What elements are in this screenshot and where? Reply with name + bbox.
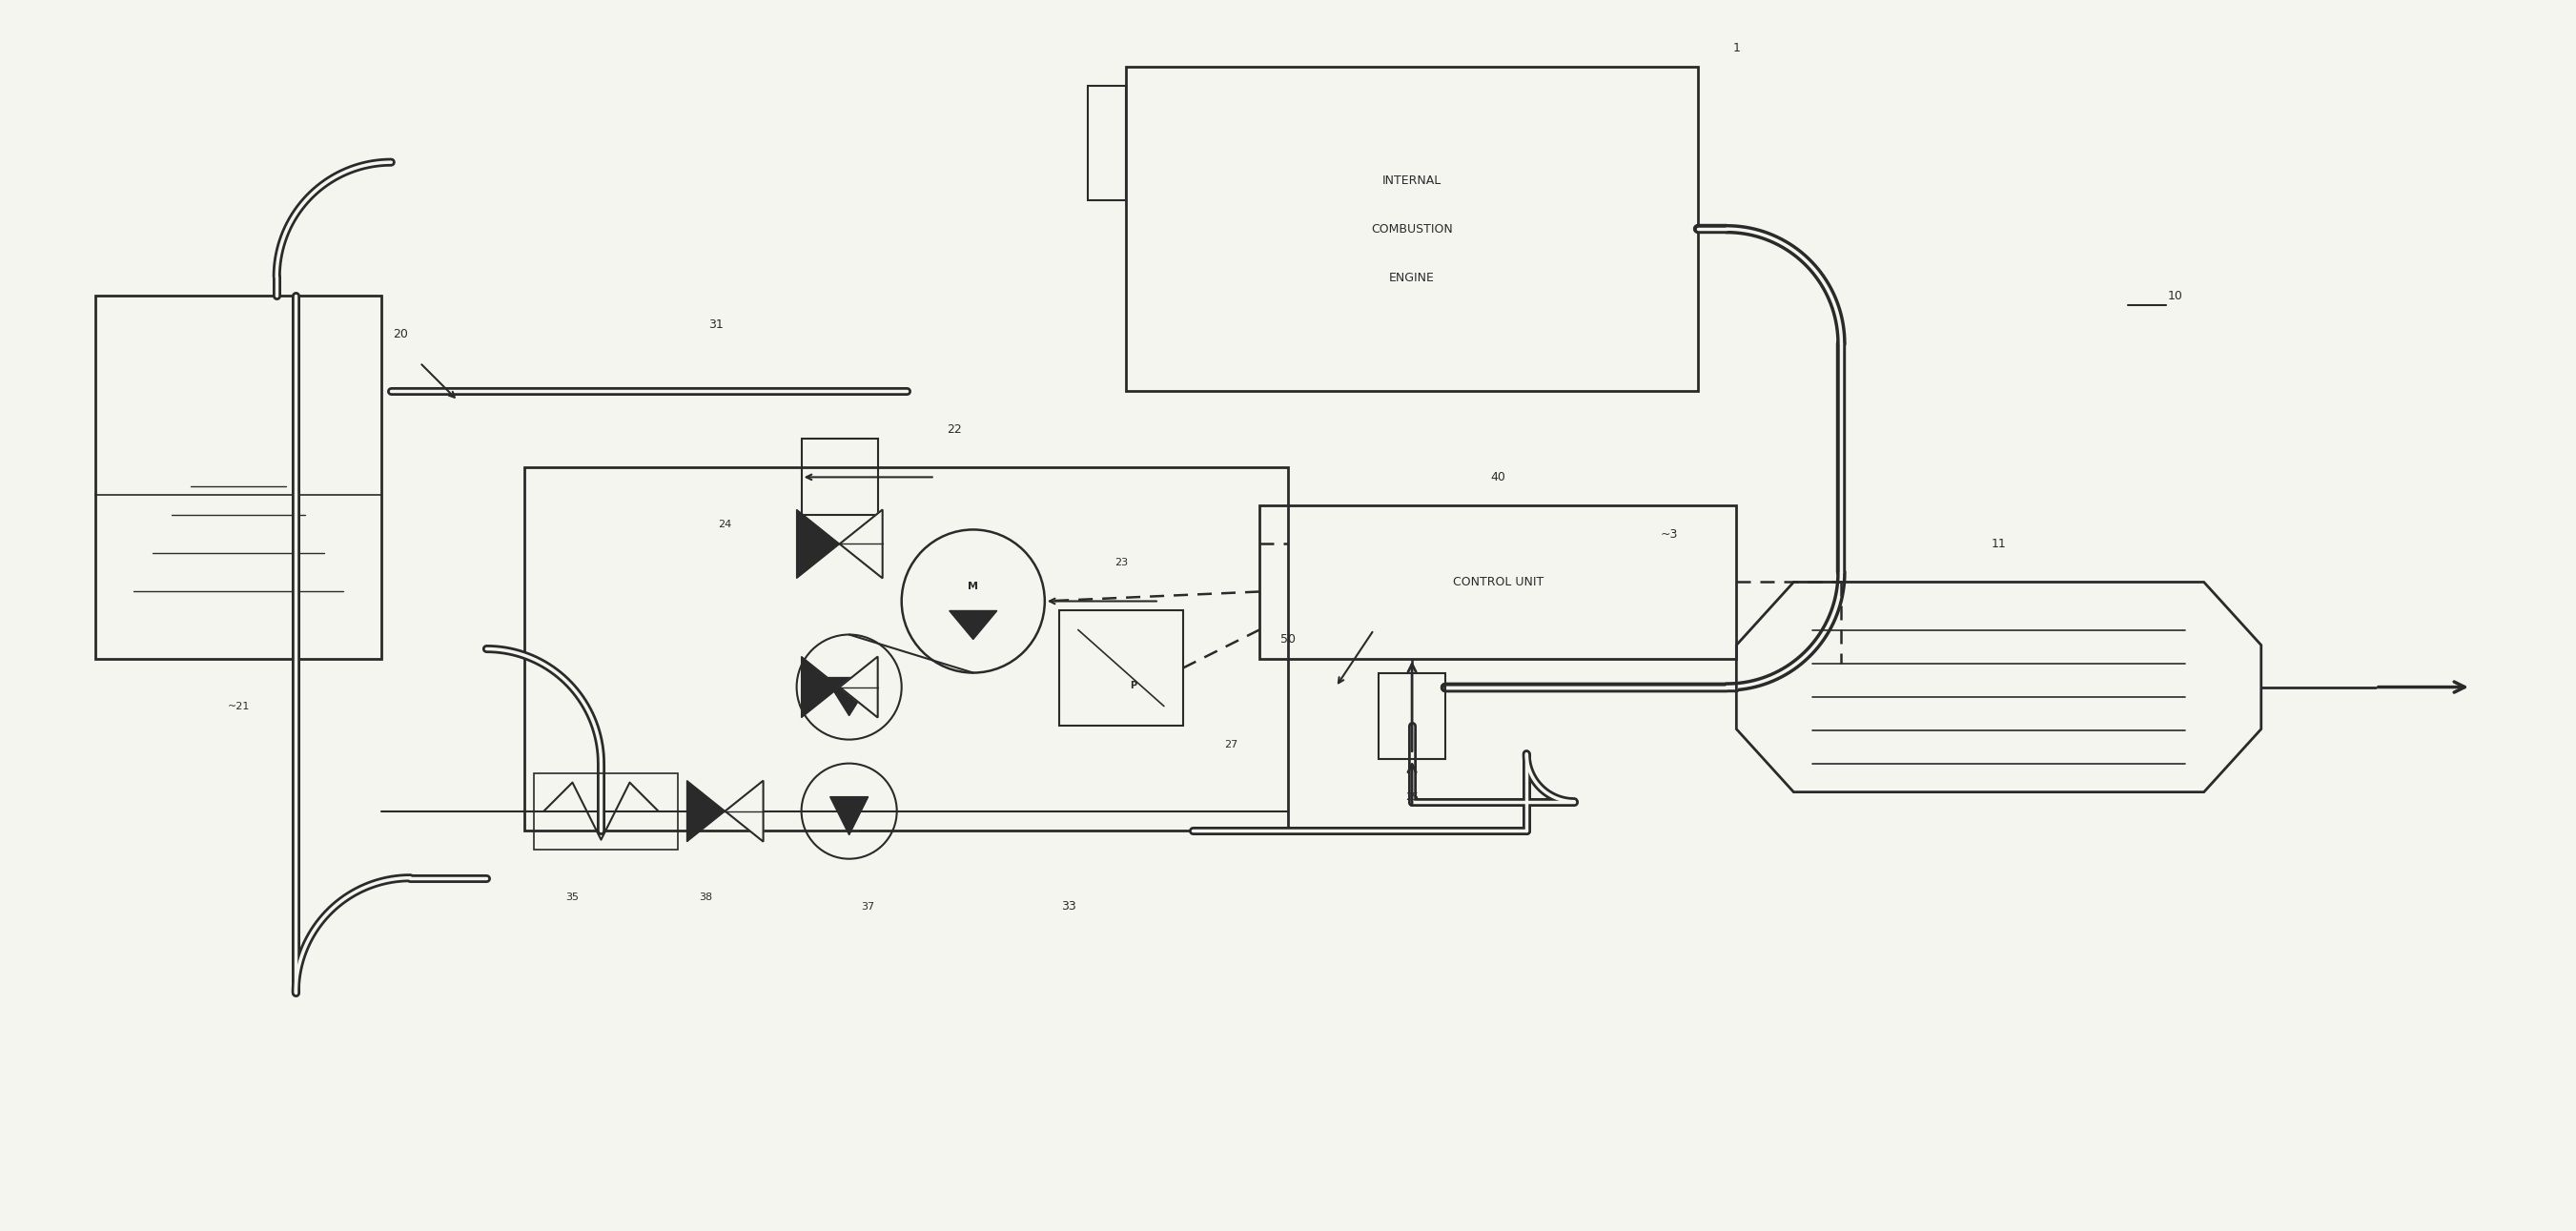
Polygon shape bbox=[951, 611, 997, 639]
Text: 10: 10 bbox=[2169, 289, 2182, 302]
Bar bbox=[95, 295, 381, 659]
Polygon shape bbox=[796, 510, 840, 579]
Text: 38: 38 bbox=[698, 892, 714, 902]
Text: 40: 40 bbox=[1492, 471, 1504, 484]
Text: ENGINE: ENGINE bbox=[1388, 272, 1435, 284]
Text: COMBUSTION: COMBUSTION bbox=[1370, 223, 1453, 235]
Text: M: M bbox=[969, 582, 979, 592]
Text: 24: 24 bbox=[719, 519, 732, 529]
Text: 35: 35 bbox=[567, 892, 580, 902]
Polygon shape bbox=[840, 656, 878, 718]
Text: ~21: ~21 bbox=[227, 702, 250, 712]
Text: 20: 20 bbox=[394, 327, 407, 340]
Bar bbox=[1087, 86, 1126, 201]
Text: 33: 33 bbox=[1061, 900, 1077, 912]
Bar bbox=[526, 468, 1288, 830]
Bar bbox=[1126, 66, 1698, 391]
Text: INTERNAL: INTERNAL bbox=[1383, 174, 1443, 187]
Bar bbox=[1059, 611, 1182, 725]
Bar bbox=[801, 439, 878, 516]
Text: 11: 11 bbox=[1991, 538, 2007, 550]
Bar bbox=[1260, 506, 1736, 659]
Polygon shape bbox=[724, 780, 762, 842]
Text: 23: 23 bbox=[1115, 558, 1128, 567]
Bar bbox=[1378, 673, 1445, 758]
Bar bbox=[533, 773, 677, 849]
Polygon shape bbox=[801, 656, 840, 718]
Text: 37: 37 bbox=[860, 902, 876, 911]
Text: ~3: ~3 bbox=[1662, 528, 1680, 540]
Text: 27: 27 bbox=[1224, 740, 1236, 750]
Polygon shape bbox=[824, 677, 873, 715]
Text: CONTROL UNIT: CONTROL UNIT bbox=[1453, 576, 1543, 588]
Text: 22: 22 bbox=[945, 423, 961, 436]
Text: 31: 31 bbox=[708, 319, 724, 331]
Text: 25: 25 bbox=[1406, 792, 1419, 801]
Polygon shape bbox=[829, 796, 868, 835]
Text: P: P bbox=[1131, 681, 1136, 689]
Polygon shape bbox=[840, 510, 884, 579]
Polygon shape bbox=[688, 780, 724, 842]
Text: 50: 50 bbox=[1280, 633, 1296, 645]
Text: 1: 1 bbox=[1734, 42, 1741, 54]
